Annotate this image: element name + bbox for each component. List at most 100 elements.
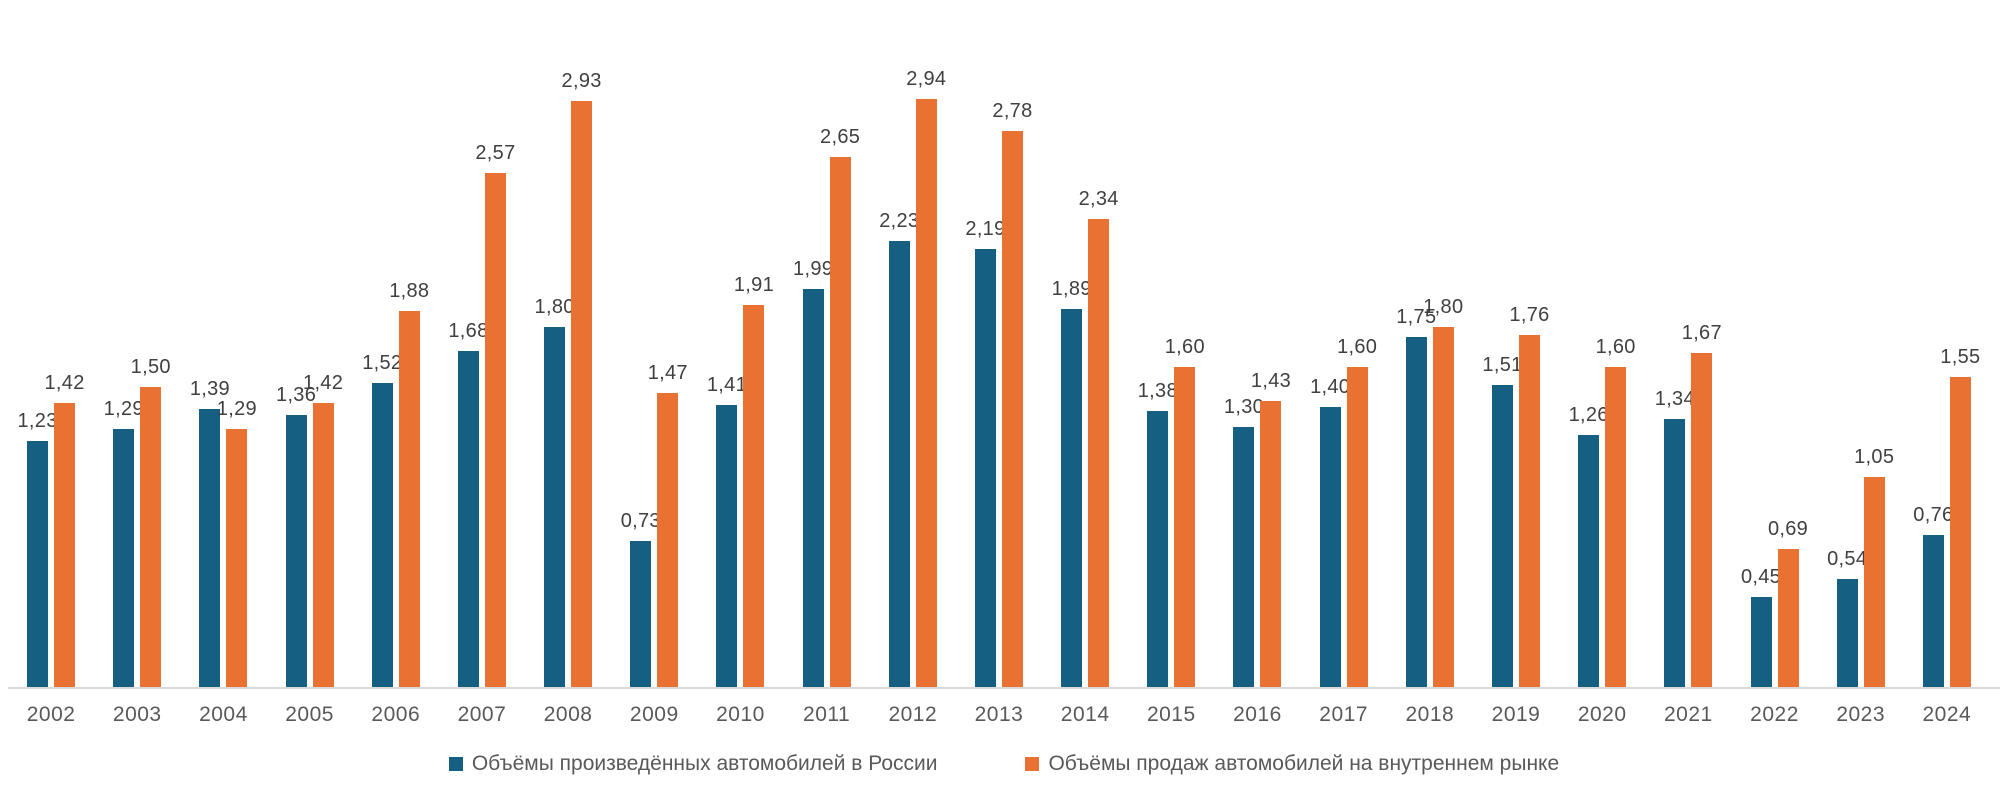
- value-label: 1,60: [1595, 336, 1636, 358]
- sales-bar: 1,67: [1682, 322, 1722, 687]
- value-label: 1,42: [303, 372, 344, 394]
- value-label: 1,50: [130, 356, 171, 378]
- year-group: 1,26 1,60: [1559, 0, 1645, 687]
- value-label: 1,76: [1509, 304, 1550, 326]
- value-label: 1,39: [189, 378, 230, 400]
- production-bar: 1,99: [793, 258, 833, 687]
- legend-item-sales: Объёмы продаж автомобилей на внутреннем …: [1025, 752, 1559, 776]
- production-bar: 1,41: [707, 374, 747, 687]
- production-bar: 1,38: [1138, 380, 1178, 687]
- production-bar: 1,39: [190, 378, 230, 687]
- production-bar: 1,29: [104, 398, 144, 687]
- production-bar: 0,73: [621, 510, 661, 687]
- sales-bar: 1,80: [1423, 296, 1463, 687]
- production-bar: 1,26: [1569, 404, 1608, 687]
- sales-bar: 2,65: [820, 126, 860, 687]
- value-label: 2,65: [820, 126, 861, 148]
- year-label: 2011: [803, 703, 851, 726]
- value-label: 0,73: [620, 510, 661, 532]
- value-label: 1,99: [793, 258, 834, 280]
- value-label: 0,76: [1913, 504, 1954, 526]
- year-label: 2008: [543, 703, 593, 726]
- year-group: 1,39 1,29: [180, 0, 266, 687]
- value-label: 1,41: [706, 374, 748, 396]
- production-bar: 1,75: [1396, 306, 1436, 687]
- value-label: 1,89: [1051, 278, 1092, 300]
- value-label: 1,43: [1250, 370, 1292, 392]
- year-label: 2017: [1319, 703, 1369, 726]
- sales-bar: 1,60: [1596, 336, 1635, 687]
- year-label: 2004: [199, 703, 248, 726]
- year-label: 2007: [457, 703, 507, 726]
- sales-bar: 1,29: [217, 398, 257, 687]
- value-label: 1,60: [1337, 336, 1378, 358]
- sales-bar: 2,78: [992, 100, 1032, 687]
- value-label: 1,42: [44, 372, 85, 394]
- production-bar: 1,52: [362, 352, 402, 687]
- production-bar: 1,30: [1224, 396, 1264, 687]
- production-bar: 0,54: [1827, 548, 1867, 687]
- legend: Объёмы произведённых автомобилей в Росси…: [0, 752, 2008, 776]
- value-label: 1,80: [534, 296, 575, 318]
- value-label: 2,23: [879, 210, 920, 232]
- production-bar: 2,23: [879, 210, 919, 687]
- sales-bar: 1,88: [389, 280, 429, 687]
- year-label: 2002: [26, 703, 76, 726]
- year-label: 2022: [1750, 703, 1799, 726]
- value-label: 1,88: [389, 280, 430, 302]
- value-label: 2,57: [475, 142, 516, 164]
- production-bar: 1,34: [1655, 388, 1695, 687]
- year-group: 1,40 1,60: [1301, 0, 1387, 687]
- year-label: 2014: [1060, 703, 1110, 726]
- value-label: 0,69: [1767, 518, 1809, 540]
- year-label: 2012: [888, 703, 938, 726]
- legend-label-sales: Объёмы продаж автомобилей на внутреннем …: [1048, 752, 1560, 775]
- year-group: 0,73 1,47: [611, 0, 697, 687]
- sales-bar: 1,60: [1337, 336, 1377, 687]
- sales-bar: 1,60: [1165, 336, 1205, 687]
- value-label: 1,52: [362, 352, 403, 374]
- year-label: 2019: [1491, 703, 1541, 726]
- sales-bar: 1,42: [303, 372, 343, 687]
- year-group: 1,23 1,42: [8, 0, 94, 687]
- year-group: 1,38 1,60: [1128, 0, 1214, 687]
- sales-bar: 1,42: [45, 372, 84, 687]
- sales-bar: 2,57: [475, 142, 515, 687]
- year-label: 2009: [629, 703, 679, 726]
- value-label: 2,19: [965, 218, 1006, 240]
- sales-bar: 2,34: [1079, 188, 1118, 687]
- year-label: 2005: [285, 703, 334, 726]
- year-group: 1,52 1,88: [353, 0, 439, 687]
- sales-bar: 1,43: [1251, 370, 1291, 687]
- value-label: 1,47: [647, 362, 688, 384]
- year-label: 2016: [1233, 703, 1282, 726]
- sales-bar: 1,47: [648, 362, 688, 687]
- production-bar: 1,51: [1482, 354, 1522, 687]
- year-label: 2015: [1146, 703, 1196, 726]
- value-label: 0,45: [1740, 566, 1782, 588]
- production-bar: 1,40: [1310, 376, 1350, 687]
- year-group: 2,23 2,94: [870, 0, 956, 687]
- value-label: 2,93: [561, 70, 602, 92]
- year-label: 2010: [716, 703, 765, 726]
- value-label: 1,80: [1423, 296, 1464, 318]
- year-group: 1,75 1,80: [1387, 0, 1473, 687]
- value-label: 2,78: [992, 100, 1033, 122]
- value-label: 1,91: [733, 274, 775, 296]
- production-bar: 1,89: [1052, 278, 1091, 687]
- year-label: 2024: [1922, 703, 1972, 726]
- value-label: 1,29: [103, 398, 144, 420]
- value-label: 2,34: [1078, 188, 1119, 210]
- year-label: 2023: [1836, 703, 1886, 726]
- year-label: 2013: [974, 703, 1024, 726]
- production-bar: 2,19: [965, 218, 1005, 687]
- production-bar: 1,23: [18, 410, 57, 687]
- sales-bar: 2,94: [906, 68, 946, 687]
- value-label: 1,51: [1482, 354, 1523, 376]
- year-group: 1,41 1,91: [697, 0, 783, 687]
- legend-label-production: Объёмы произведённых автомобилей в Росси…: [471, 752, 938, 775]
- year-group: 0,76 1,55: [1904, 0, 1990, 687]
- year-group: 1,30 1,43: [1214, 0, 1300, 687]
- year-group: 1,80 2,93: [525, 0, 611, 687]
- year-group: 2,19 2,78: [956, 0, 1042, 687]
